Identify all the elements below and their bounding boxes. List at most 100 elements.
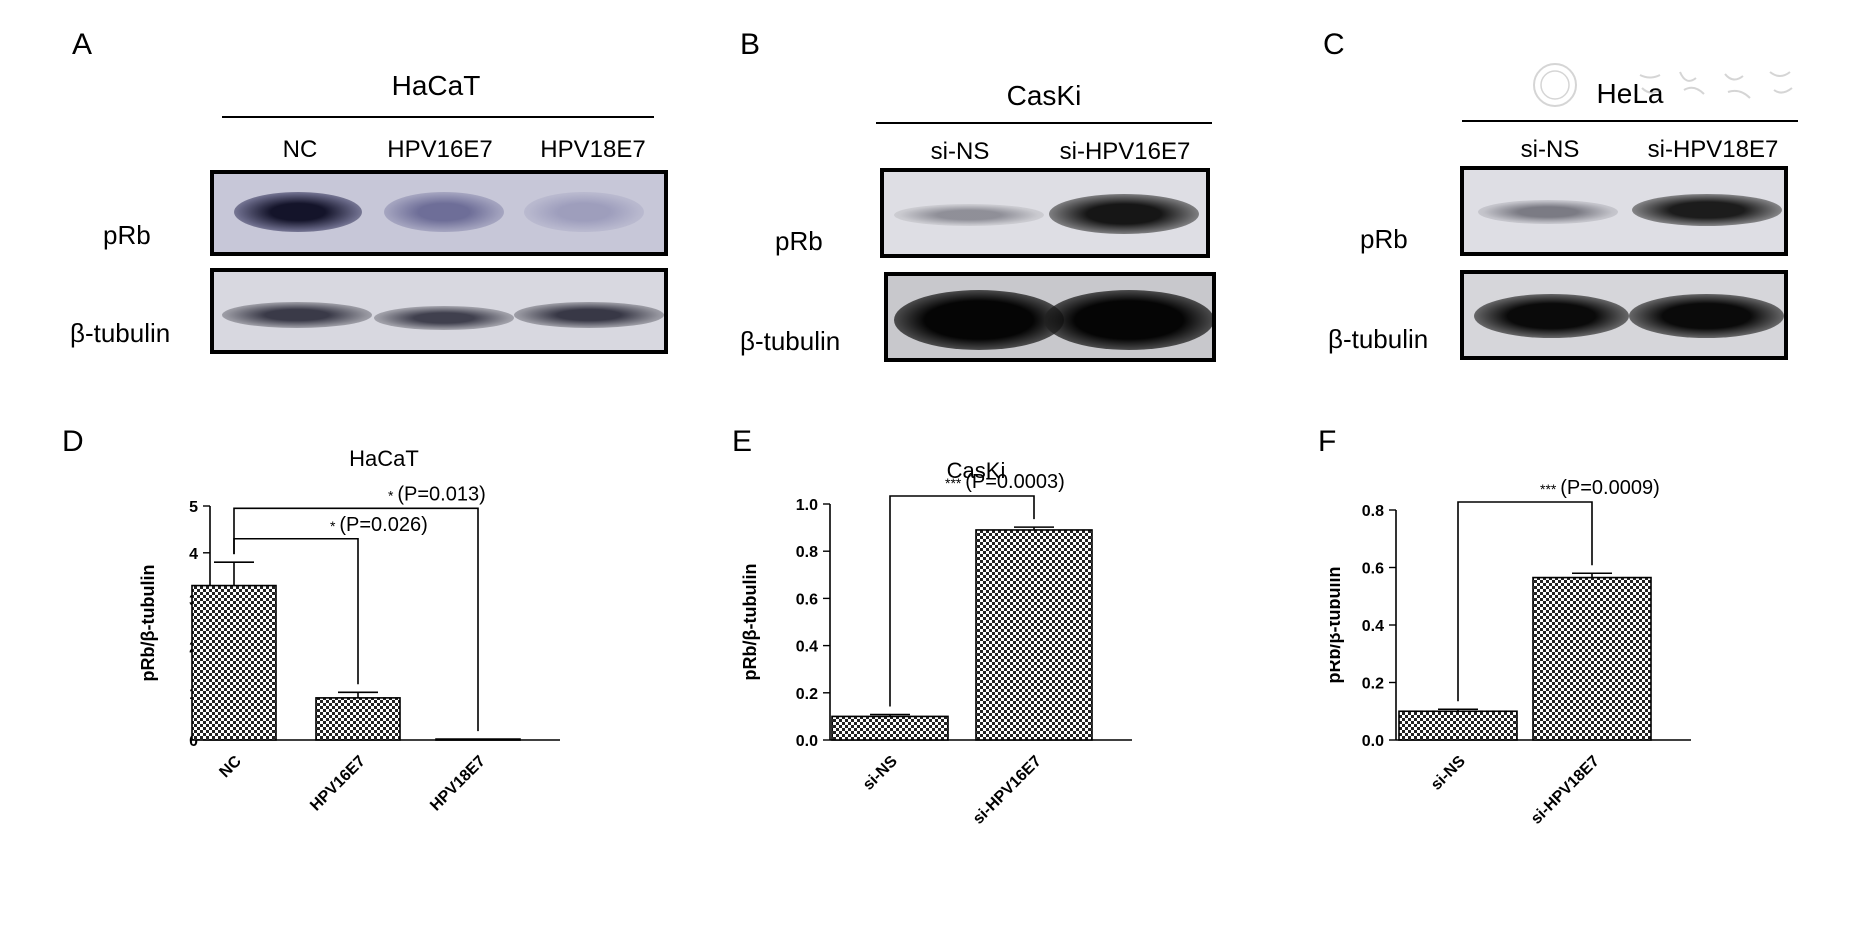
panel-letter-d: D (62, 425, 84, 458)
sig-pvalue: (P=0.026) (339, 514, 427, 536)
x-tick-label-caski-1: si-HPV16E7 (970, 753, 1045, 828)
y-tick-label-hela-1: 0.2 (1362, 676, 1384, 693)
band-prb-hpv18e7 (524, 192, 644, 232)
blot-tubulin-caski (884, 272, 1216, 362)
x-tick-label-hacat-2: HPV18E7 (427, 753, 489, 815)
panel-letter-e: E (732, 425, 753, 458)
lane-label-si-ns-caski: si-NS (930, 138, 990, 165)
panel-letter-f: F (1318, 425, 1337, 458)
panel-letter-c: C (1323, 28, 1345, 61)
y-axis-label-hacat: pRb/β-tubulin (140, 565, 158, 682)
sig-label-hacat-1: * (P=0.013) (388, 483, 486, 505)
sig-label-caski-0: *** (P=0.0003) (945, 471, 1065, 493)
band-prb-si-ns-hela (1478, 200, 1618, 224)
chart-title-hacat: HaCaT (349, 450, 419, 471)
blot-divider-hela (1462, 120, 1798, 122)
y-tick-label-caski-5: 1.0 (796, 497, 818, 514)
sig-bracket-caski-0 (889, 495, 1035, 707)
blot-title-hela: HeLa (1596, 78, 1664, 109)
blot-title-caski: CasKi (1006, 80, 1082, 111)
panel-letter-a: A (72, 28, 93, 61)
bar-caski-1 (975, 529, 1093, 741)
band-prb-hpv16e7 (384, 192, 504, 232)
band-tubulin-si-ns-hela (1474, 294, 1629, 338)
sig-stars: *** (1540, 481, 1560, 497)
chart-title-hela: HeLa (1544, 450, 1597, 455)
blot-tubulin-hacat (210, 268, 668, 354)
plot-group-hacat: HaCaT012345pRb/β-tubulinNCHPV16E7HPV18E7… (140, 450, 560, 815)
lane-label-si-hpv16e7: si-HPV16E7 (1059, 138, 1191, 165)
plot-group-hela: HeLa 0.0 0.2 0.4 0.6 0.8 pRb/β-tubulin si-NS si-… (1330, 450, 1691, 828)
bar-hacat-0 (191, 584, 277, 741)
y-axis-label-caski: pRb/β-tubulin (740, 564, 760, 681)
sig-stars: *** (945, 475, 965, 491)
sig-label-hela-0: *** (P=0.0009) (1540, 477, 1660, 499)
bar-hacat-2 (435, 738, 521, 741)
row-label-tubulin-hela: β-tubulin (1328, 324, 1429, 354)
chart-hacat: HaCaT012345pRb/β-tubulinNCHPV16E7HPV18E7… (140, 450, 560, 815)
panel-letter-b: B (740, 28, 761, 61)
x-tick-label-caski-0: si-NS (860, 753, 901, 794)
sig-stars: * (330, 518, 339, 534)
lane-label-nc: NC (282, 136, 318, 163)
sig-bracket-hacat-1 (233, 507, 479, 732)
blot-prb-hela (1460, 166, 1788, 256)
band-prb-nc (234, 192, 362, 232)
bar-caski-0 (831, 715, 949, 741)
watermark-seal (1533, 63, 1793, 107)
y-tick-label-hela-0: 0.0 (1362, 733, 1384, 750)
row-label-tubulin-caski: β-tubulin (740, 326, 841, 356)
sig-stars: * (388, 487, 397, 503)
band-tubulin-si-hpv16e7 (1044, 290, 1212, 350)
blot-tubulin-hela (1460, 270, 1788, 360)
x-tick-label-hela-0: si-NS (1428, 753, 1469, 794)
lane-label-si-hpv18e7: si-HPV18E7 (1647, 136, 1779, 163)
y-tick-label-hacat-4: 4 (189, 546, 198, 563)
x-tick-label-hela-1: si-HPV18E7 (1528, 753, 1603, 828)
y-tick-label-caski-1: 0.2 (796, 686, 818, 703)
row-label-prb-hacat: pRb (103, 220, 151, 250)
band-tubulin-nc (222, 302, 372, 328)
plot-group-caski: CasKi 0.0 0.2 0.4 0.6 0.8 1.0 pRb/β-tubulin si-N… (740, 458, 1132, 828)
blot-divider-caski (876, 122, 1212, 124)
row-label-prb-caski: pRb (775, 226, 823, 256)
band-prb-si-hpv18e7 (1632, 194, 1782, 226)
sig-pvalue: (P=0.0003) (965, 471, 1065, 493)
sig-pvalue: (P=0.0009) (1560, 477, 1660, 499)
sig-pvalue: (P=0.013) (397, 483, 485, 505)
lane-label-si-ns-hela: si-NS (1520, 136, 1580, 163)
row-label-tubulin-hacat: β-tubulin (70, 318, 171, 348)
y-tick-label-caski-3: 0.6 (796, 591, 818, 608)
bar-hela-0 (1398, 710, 1518, 741)
y-tick-label-caski-2: 0.4 (796, 639, 818, 656)
y-tick-label-hacat-0: 0 (189, 733, 198, 750)
x-tick-label-hacat-1: HPV16E7 (307, 753, 369, 815)
y-tick-label-caski-0: 0.0 (796, 733, 818, 750)
band-tubulin-si-hpv18e7 (1629, 294, 1784, 338)
blot-prb-hacat (210, 170, 668, 256)
lane-label-hpv18e7: HPV18E7 (540, 136, 646, 163)
band-tubulin-hpv16e7 (374, 306, 514, 330)
x-tick-label-hacat-0: NC (216, 752, 245, 781)
y-tick-label-hela-2: 0.4 (1362, 618, 1384, 635)
y-tick-label-hacat-5: 5 (189, 499, 198, 516)
chart-title-caski: CasKi (947, 458, 1006, 483)
chart-hela: HeLa 0.0 0.2 0.4 0.6 0.8 pRb/β-tubulin si-NS si-… (1330, 450, 1691, 828)
bar-hela-1 (1532, 576, 1652, 741)
y-tick-label-caski-4: 0.8 (796, 544, 818, 561)
band-prb-si-hpv16e7 (1049, 194, 1199, 234)
y-axis-label-hela: pRb/β-tubulin (1330, 567, 1344, 684)
y-tick-label-hela-3: 0.6 (1362, 561, 1384, 578)
bar-hacat-1 (315, 697, 401, 741)
band-prb-si-ns-caski (894, 204, 1044, 226)
blot-prb-caski (880, 168, 1210, 258)
sig-bracket-hela-0 (1457, 501, 1593, 702)
row-label-prb-hela: pRb (1360, 224, 1408, 254)
sig-label-hacat-0: * (P=0.026) (330, 514, 428, 536)
lane-label-hpv16e7: HPV16E7 (387, 136, 493, 163)
band-tubulin-hpv18e7 (514, 302, 664, 328)
blot-divider-hacat (222, 116, 654, 118)
band-tubulin-si-ns-caski (894, 290, 1064, 350)
chart-caski: CasKi 0.0 0.2 0.4 0.6 0.8 1.0 pRb/β-tubulin si-N… (740, 458, 1132, 828)
blot-title-hacat: HaCaT (391, 70, 481, 101)
